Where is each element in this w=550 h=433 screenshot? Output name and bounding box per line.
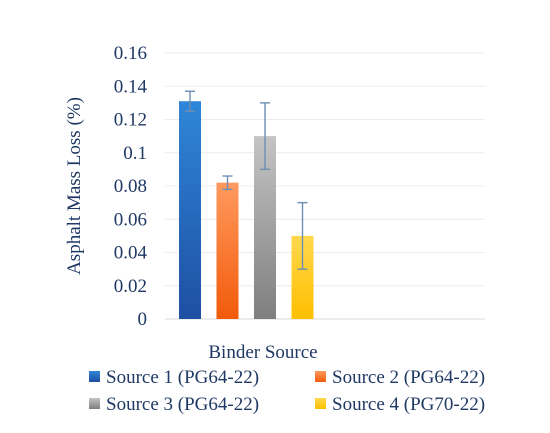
y-tick-label: 0.16 bbox=[114, 43, 147, 64]
error-bar bbox=[185, 90, 195, 112]
error-bar bbox=[222, 175, 233, 191]
legend-item: Source 2 (PG64-22) bbox=[315, 367, 485, 388]
error-bar bbox=[260, 102, 270, 171]
legend-swatch bbox=[89, 371, 100, 382]
y-axis-ticks: 0 0.02 0.04 0.06 0.08 0.1 0.12 0.14 0.16 bbox=[114, 43, 148, 330]
legend-label: Source 2 (PG64-22) bbox=[332, 367, 485, 388]
bars bbox=[179, 101, 314, 320]
y-axis-title: Asphalt Mass Loss (%) bbox=[64, 97, 85, 275]
y-tick-label: 0.04 bbox=[114, 243, 148, 264]
gridlines bbox=[165, 52, 485, 287]
bar bbox=[216, 182, 239, 319]
legend-label: Source 4 (PG70-22) bbox=[332, 394, 485, 415]
legend-swatch bbox=[315, 398, 326, 409]
legend: Source 1 (PG64-22) Source 2 (PG64-22) Sour… bbox=[89, 367, 485, 415]
y-tick-label: 0.02 bbox=[114, 276, 147, 297]
y-tick-label: 0.1 bbox=[123, 143, 147, 164]
legend-label: Source 1 (PG64-22) bbox=[106, 367, 259, 388]
y-tick-label: 0.08 bbox=[114, 176, 147, 197]
bar bbox=[291, 235, 314, 319]
y-tick-label: 0.14 bbox=[114, 76, 148, 97]
error-bar bbox=[297, 201, 308, 270]
y-tick-label: 0.12 bbox=[114, 110, 147, 131]
legend-swatch bbox=[315, 371, 326, 382]
legend-swatch bbox=[89, 398, 100, 409]
bar bbox=[179, 101, 201, 320]
legend-item: Source 3 (PG64-22) bbox=[89, 394, 259, 415]
bar bbox=[254, 136, 276, 319]
y-tick-label: 0 bbox=[138, 309, 148, 330]
legend-item: Source 4 (PG70-22) bbox=[315, 394, 485, 415]
y-tick-label: 0.06 bbox=[114, 209, 147, 230]
legend-item: Source 1 (PG64-22) bbox=[89, 367, 259, 388]
error-bars bbox=[185, 90, 308, 270]
x-axis-title: Binder Source bbox=[208, 342, 317, 363]
legend-label: Source 3 (PG64-22) bbox=[106, 394, 259, 415]
